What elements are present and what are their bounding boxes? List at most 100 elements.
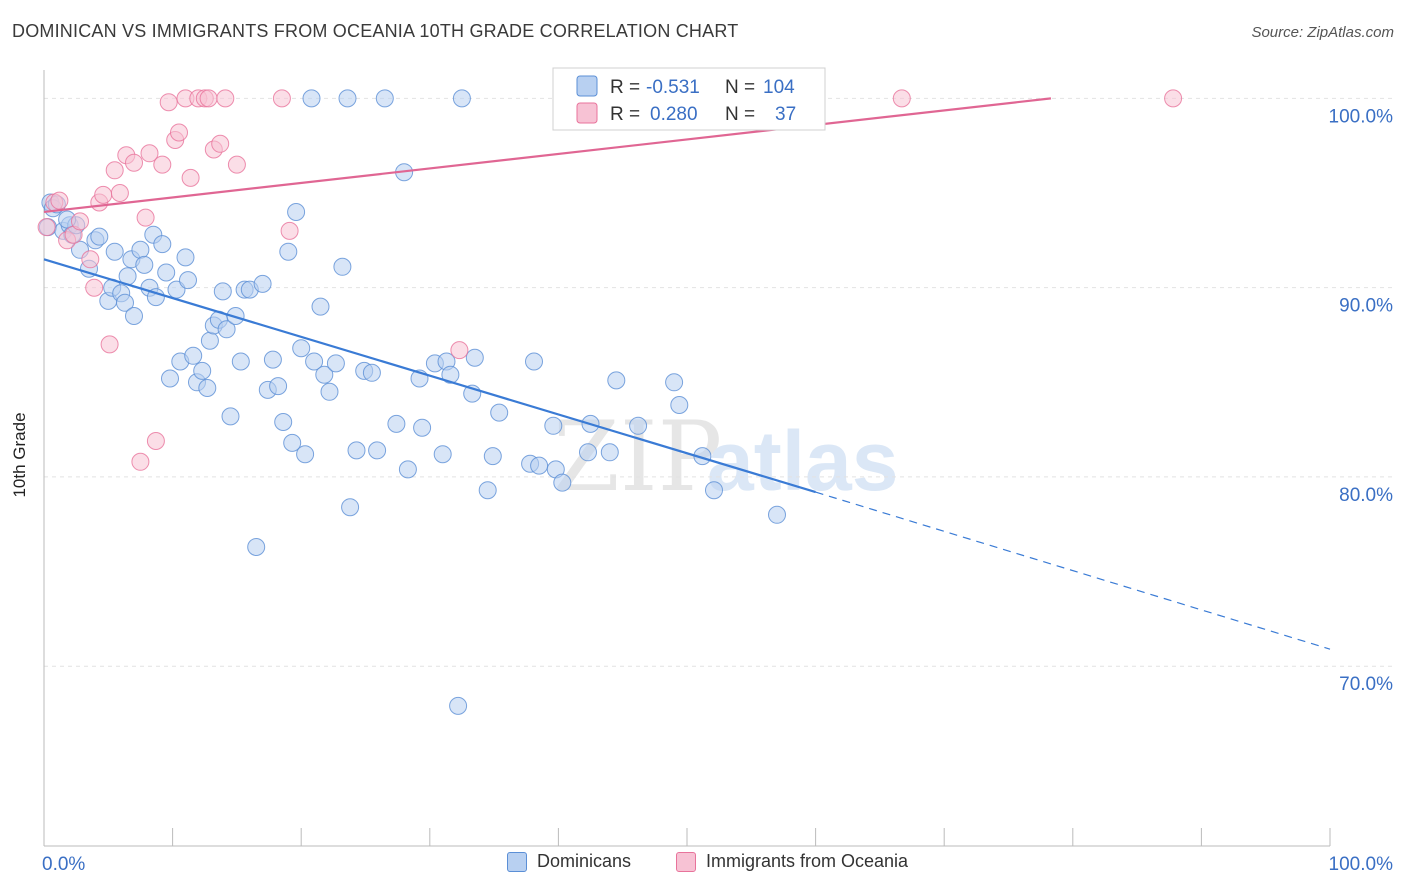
legend-r-value: -0.531 [646,77,700,98]
point-oceania [71,212,89,231]
x-tick-label: 0.0% [42,854,85,875]
point-dominicans [287,203,306,221]
point-oceania [153,155,172,174]
point-dominicans [483,447,502,466]
point-dominicans [198,379,217,397]
point-dominicans [315,365,334,384]
point-oceania [50,191,69,210]
point-dominicans [193,361,212,380]
point-oceania [227,155,246,174]
legend-n-label: N = [725,77,755,98]
chart-title: DOMINICAN VS IMMIGRANTS FROM OCEANIA 10T… [12,21,739,41]
point-oceania [37,218,56,237]
point-dominicans [490,403,509,422]
point-dominicans [768,505,786,524]
watermark-atlas: atlas [707,414,898,508]
point-oceania [181,168,200,187]
point-dominicans [131,240,150,259]
point-dominicans [153,235,172,254]
point-dominicans [292,339,311,358]
data-points [37,89,1183,715]
point-oceania [1164,89,1183,108]
point-dominicans [670,396,689,414]
legend-n-value: 104 [763,77,795,98]
point-oceania [450,341,469,360]
point-dominicans [452,89,471,108]
point-dominicans [200,331,219,350]
point-oceania [272,89,291,108]
point-dominicans [283,433,302,452]
bottom-legend: Dominicans Immigrants from Oceania [0,851,1406,879]
point-oceania [125,153,143,172]
point-dominicans [231,352,250,371]
legend-n-label: N = [725,104,755,125]
point-dominicans [326,354,345,373]
point-dominicans [217,320,236,339]
trend-line-dominicans [43,258,816,494]
legend-item-oceania: Immigrants from Oceania [676,851,908,872]
point-dominicans [478,481,497,500]
point-oceania [110,184,129,202]
point-oceania [199,89,218,108]
point-dominicans [311,297,330,316]
point-dominicans [530,456,549,475]
point-dominicans [176,248,195,267]
legend-r-label: R = [610,77,640,98]
point-oceania [211,134,230,153]
point-dominicans [302,89,321,108]
point-dominicans [221,407,240,426]
point-dominicans [368,441,387,460]
point-dominicans [338,89,357,108]
point-oceania [280,221,299,240]
point-dominicans [253,274,272,293]
x-tick-labels: 0.0% 100.0% [42,854,1393,875]
point-oceania [94,185,113,204]
point-oceania [146,432,165,450]
legend-frame [552,67,826,131]
point-dominicans [413,418,432,437]
point-dominicans [441,365,460,384]
point-dominicans [213,282,232,301]
trend-line-oceania [43,97,1052,214]
legend-r-label: R = [610,104,640,125]
point-dominicans [184,346,203,365]
point-dominicans [665,373,684,392]
point-dominicans [553,473,572,492]
point-dominicans [279,242,298,261]
legend-item-dominicans: Dominicans [507,851,631,872]
point-dominicans [579,443,597,462]
point-dominicans [105,242,124,261]
point-dominicans [116,293,134,312]
point-dominicans [333,257,352,276]
point-oceania [216,89,235,108]
point-dominicans [161,369,179,388]
point-dominicans [125,307,143,325]
point-dominicans [433,445,452,464]
point-dominicans [465,348,484,367]
point-dominicans [263,350,282,369]
point-oceania [136,208,155,227]
point-dominicans [157,263,176,282]
point-dominicans [449,696,468,715]
point-oceania [140,144,159,163]
point-dominicans [296,445,315,464]
point-dominicans [600,443,619,462]
legend-n-value: 37 [775,104,796,125]
point-dominicans [375,89,394,108]
point-oceania [81,250,100,269]
point-dominicans [387,414,406,433]
point-dominicans [305,352,324,371]
point-dominicans [544,416,563,435]
point-oceania [131,452,150,471]
y-tick-label: 90.0% [1339,296,1393,317]
y-tick-label: 70.0% [1339,674,1393,695]
point-oceania [170,123,188,142]
point-dominicans [705,481,723,500]
point-dominicans [274,413,293,431]
legend-label-dominicans: Dominicans [537,851,632,871]
legend-label-oceania: Immigrants from Oceania [706,851,909,871]
legend-swatch-dominicans [507,851,527,872]
point-dominicans [269,377,288,396]
point-oceania [100,335,119,354]
